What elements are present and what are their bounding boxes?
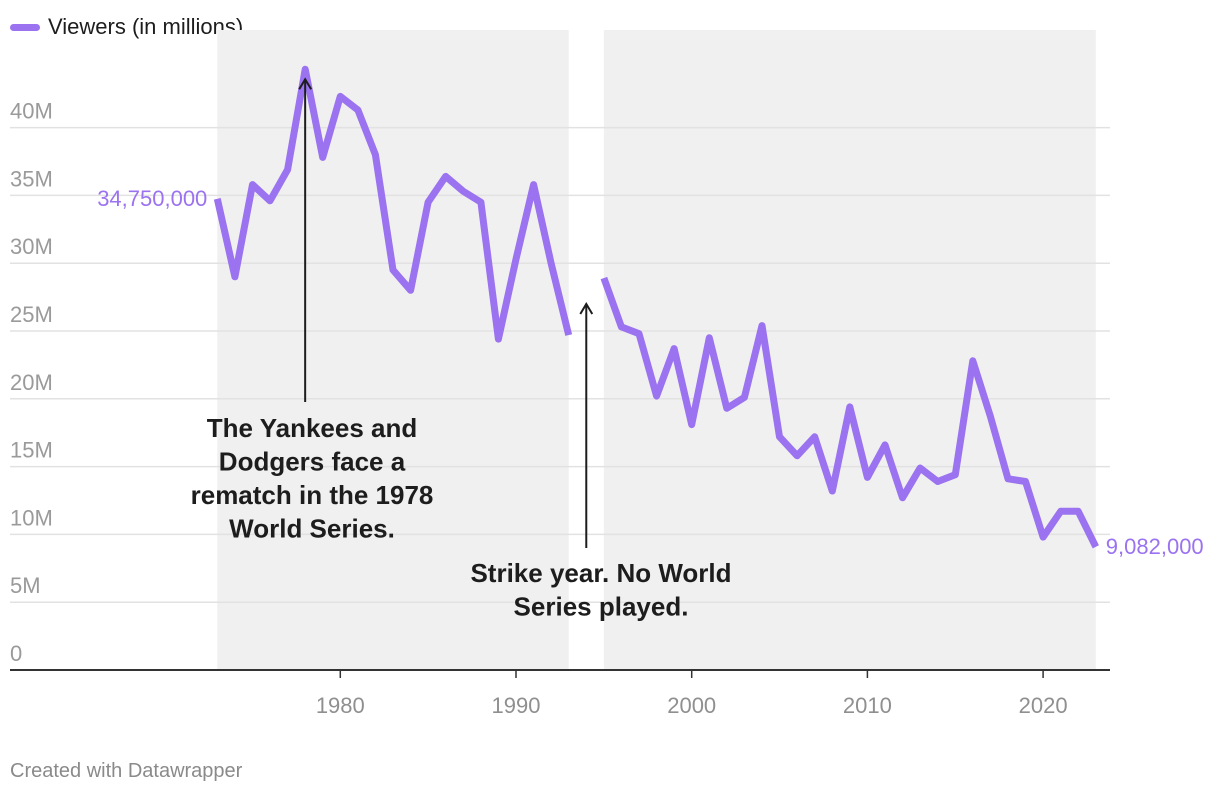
series-line-1: [213, 65, 573, 343]
y-tick-label: 35M: [10, 166, 53, 191]
annotation-line: rematch in the 1978: [191, 480, 434, 510]
annotation-text: Strike year. No World Series played.: [470, 558, 731, 622]
y-tick-label: 10M: [10, 505, 53, 530]
x-tick-label: 1990: [492, 693, 541, 718]
legend: Viewers (in millions): [10, 14, 243, 40]
area-fill-1: [217, 30, 569, 670]
x-tick-label: 2020: [1019, 693, 1068, 718]
annotation-line: Strike year. No World: [470, 558, 731, 588]
annotation-line: Series played.: [514, 592, 689, 622]
annotation-text: The Yankees and Dodgers face a rematch in …: [191, 413, 434, 544]
annotation-arrowhead: [579, 302, 594, 315]
y-tick-label: 5M: [10, 573, 41, 598]
y-axis-ticks: 0 5M 10M 15M 20M 25M 30M 35M 40M: [10, 99, 53, 666]
annotation-line: World Series.: [229, 514, 395, 544]
series-lines: [213, 65, 1099, 549]
legend-label: Viewers (in millions): [48, 14, 244, 39]
y-tick-label: 30M: [10, 234, 53, 259]
end-value-label: 9,082,000: [1106, 534, 1204, 559]
y-tick-label: 0: [10, 641, 22, 666]
gridlines: [10, 126, 1110, 603]
x-tick-label: 2000: [667, 693, 716, 718]
x-tick-label: 2010: [843, 693, 892, 718]
y-tick-label: 15M: [10, 438, 53, 463]
area-fills: [217, 30, 1096, 670]
area-fill-2: [603, 30, 1096, 670]
y-tick-label: 25M: [10, 302, 53, 327]
series-line-2: [600, 276, 1099, 549]
value-labels: 34,750,000 9,082,000: [97, 186, 1203, 559]
annotation-arrowhead: [298, 77, 313, 90]
credit-text: Created with Datawrapper: [10, 760, 243, 782]
x-axis-ticks: 1980 1990 2000 2010 2020: [316, 670, 1068, 718]
y-tick-label: 40M: [10, 99, 53, 124]
legend-swatch: [10, 23, 40, 31]
annotation-line: Dodgers face a: [219, 447, 406, 477]
x-tick-label: 1980: [316, 693, 365, 718]
start-value-label: 34,750,000: [97, 186, 207, 211]
annotations: The Yankees and Dodgers face a rematch in …: [191, 77, 732, 622]
y-tick-label: 20M: [10, 370, 53, 395]
annotation-line: The Yankees and: [207, 413, 418, 443]
